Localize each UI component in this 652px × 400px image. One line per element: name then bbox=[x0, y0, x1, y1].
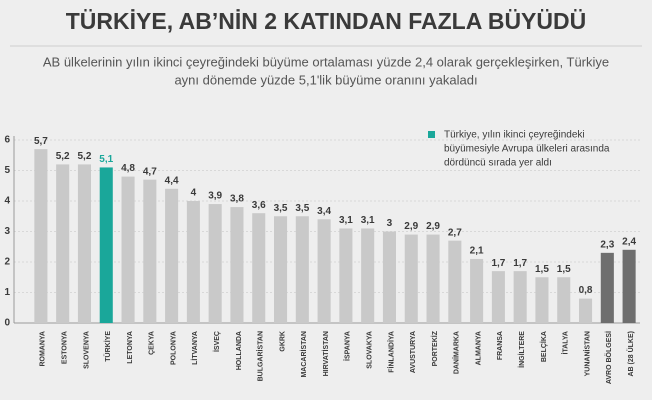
value-label: 0,8 bbox=[579, 285, 593, 296]
bar bbox=[622, 249, 636, 323]
bar bbox=[56, 164, 70, 323]
x-tick-label: FRANSA bbox=[497, 331, 504, 360]
x-tick-label: AB (28 ÜLKE) bbox=[626, 331, 635, 377]
annotation: dördüncü sırada yer aldı bbox=[444, 158, 552, 169]
bar bbox=[339, 228, 353, 323]
value-label: 3,9 bbox=[208, 191, 222, 202]
value-label: 2,9 bbox=[426, 221, 440, 232]
bar bbox=[491, 271, 505, 323]
x-tick-label: ÇEKYA bbox=[149, 331, 156, 355]
value-label: 1,5 bbox=[557, 264, 571, 275]
value-label: 3,5 bbox=[274, 203, 288, 214]
value-label: 2,3 bbox=[600, 239, 614, 250]
x-tick-label: YUNANİSTAN bbox=[583, 331, 591, 376]
value-label: 5,2 bbox=[78, 151, 92, 162]
bar bbox=[77, 164, 91, 323]
value-label: 2,4 bbox=[622, 236, 636, 247]
x-tick-label: SLOVAKYA bbox=[367, 331, 374, 369]
x-tick-label: İSVEÇ bbox=[213, 331, 221, 352]
bar bbox=[426, 234, 440, 323]
x-tick-label: HIRVATİSTAN bbox=[322, 331, 330, 376]
x-tick-label: ROMANYA bbox=[40, 331, 47, 367]
x-tick-label: İSPANYA bbox=[344, 331, 352, 361]
annotation: büyümesiyle Avrupa ülkeleri arasında bbox=[444, 144, 610, 155]
value-label: 5,1 bbox=[99, 154, 113, 165]
bar bbox=[230, 207, 244, 323]
value-label: 3,4 bbox=[317, 206, 331, 217]
value-label: 4,4 bbox=[165, 175, 179, 186]
value-label: 3,6 bbox=[252, 200, 266, 211]
x-tick-label: SLOVENYA bbox=[83, 331, 90, 369]
value-label: 5,7 bbox=[34, 136, 48, 147]
y-tick-label: 5 bbox=[4, 165, 10, 176]
bar bbox=[513, 271, 527, 323]
value-label: 3,8 bbox=[230, 194, 244, 205]
bar bbox=[535, 277, 549, 323]
value-label: 4,8 bbox=[121, 163, 135, 174]
x-tick-label: ALMANYA bbox=[475, 331, 482, 365]
x-tick-label: AVRO BÖLGESİ bbox=[604, 331, 613, 384]
bar bbox=[34, 149, 48, 323]
y-tick-label: 0 bbox=[4, 318, 10, 329]
value-label: 4 bbox=[191, 188, 197, 199]
x-tick-label: AVUSTURYA bbox=[410, 331, 417, 373]
y-tick-label: 6 bbox=[4, 135, 10, 146]
bar bbox=[317, 219, 331, 323]
annotation: Türkiye, yılın ikinci çeyreğindeki bbox=[444, 130, 585, 141]
bar bbox=[186, 201, 200, 323]
x-tick-label: ESTONYA bbox=[62, 331, 69, 364]
bar bbox=[470, 258, 484, 323]
x-tick-label: BULGARİSTAN bbox=[257, 331, 265, 381]
bar bbox=[143, 179, 157, 323]
value-label: 1,5 bbox=[535, 264, 549, 275]
bar bbox=[165, 188, 179, 323]
bar bbox=[557, 277, 571, 323]
value-label: 3,1 bbox=[339, 215, 353, 226]
x-tick-label: BELÇİKA bbox=[540, 331, 548, 362]
x-tick-label: LETONYA bbox=[127, 331, 134, 364]
x-tick-label: TÜRKİYE bbox=[103, 331, 112, 362]
x-tick-label: HOLLANDA bbox=[236, 331, 243, 370]
x-tick-label: LİTVANYA bbox=[191, 331, 199, 365]
x-tick-label: İTALYA bbox=[562, 331, 570, 354]
value-label: 4,7 bbox=[143, 166, 157, 177]
bar bbox=[274, 216, 288, 323]
bar bbox=[600, 252, 614, 323]
bar bbox=[252, 213, 266, 323]
value-label: 1,7 bbox=[513, 258, 527, 269]
bar bbox=[579, 298, 593, 323]
subtitle: aynı dönemde yüzde 5,1'lik büyüme oranın… bbox=[174, 72, 477, 87]
legend-swatch bbox=[428, 131, 435, 138]
bar bbox=[208, 204, 222, 323]
y-tick-label: 1 bbox=[4, 287, 10, 298]
bar bbox=[382, 231, 396, 323]
value-label: 3,1 bbox=[361, 215, 375, 226]
x-tick-label: GKRK bbox=[279, 331, 286, 352]
value-label: 1,7 bbox=[491, 258, 505, 269]
chart-title: TÜRKİYE, AB’NİN 2 KATINDAN FAZLA BÜYÜDÜ bbox=[66, 8, 586, 34]
value-label: 3 bbox=[387, 218, 393, 229]
bar bbox=[99, 167, 113, 323]
x-tick-label: FİNLANDİYA bbox=[387, 331, 395, 373]
value-label: 3,5 bbox=[295, 203, 309, 214]
x-tick-label: POLONYA bbox=[170, 331, 177, 365]
bar bbox=[404, 234, 418, 323]
x-tick-label: MACARİSTAN bbox=[300, 331, 308, 378]
y-tick-label: 2 bbox=[4, 257, 10, 268]
x-tick-label: İNGİLTERE bbox=[518, 331, 526, 368]
value-label: 2,9 bbox=[404, 221, 418, 232]
value-label: 2,7 bbox=[448, 227, 462, 238]
value-label: 5,2 bbox=[56, 151, 70, 162]
subtitle: AB ülkelerinin yılın ikinci çeyreğindeki… bbox=[43, 54, 609, 69]
y-tick-label: 4 bbox=[4, 196, 10, 207]
x-tick-label: PORTEKİZ bbox=[431, 330, 439, 366]
x-tick-label: DANİMARKA bbox=[453, 331, 461, 374]
value-label: 2,1 bbox=[470, 246, 484, 257]
bar bbox=[295, 216, 309, 323]
bar bbox=[448, 240, 462, 323]
bar bbox=[121, 176, 135, 323]
y-tick-label: 3 bbox=[4, 226, 10, 237]
bar bbox=[361, 228, 375, 323]
